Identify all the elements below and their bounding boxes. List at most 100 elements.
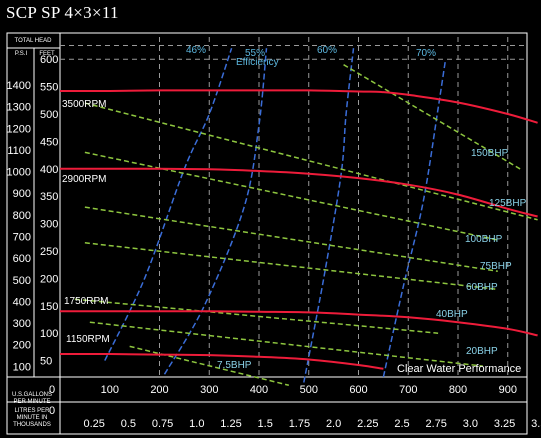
efficiency-curve [163, 48, 268, 375]
lpm-tick-label: 1.75 [289, 418, 310, 430]
axis-labels: TOTAL HEAD P.S.I FEET U.S.GALLONS PER MI… [12, 38, 55, 428]
efficiency-curves [104, 47, 447, 383]
gpm-tick-label: 100 [101, 384, 119, 396]
lpm-tick-label: 1.25 [220, 418, 241, 430]
rpm-label: 1750RPM [64, 296, 108, 307]
psi-unit-label: P.S.I [15, 51, 28, 57]
bhp-label: 100BHP [465, 234, 503, 245]
feet-tick-label: 250 [40, 246, 58, 258]
bhp-line [89, 321, 483, 367]
chart-title: SCP SP 4×3×11 [6, 3, 119, 22]
efficiency-label: 55% [245, 48, 265, 59]
psi-tick-label: 1300 [7, 102, 31, 114]
gpm-tick-label: 300 [200, 384, 218, 396]
bhp-label: 20BHP [466, 346, 498, 357]
psi-tick-label: 1000 [7, 167, 31, 179]
bhp-line [84, 206, 498, 273]
bhp-line [129, 345, 290, 386]
efficiency-curve [382, 59, 447, 378]
feet-tick-label: 150 [40, 301, 58, 313]
psi-tick-label: 900 [13, 188, 31, 200]
psi-tick-label: 300 [13, 318, 31, 330]
lpm-unit-label-2: MINUTE IN [17, 415, 48, 421]
feet-tick-label: 200 [40, 273, 58, 285]
clear-water-note: Clear Water Performance [397, 363, 521, 375]
y-axis-header: TOTAL HEAD [15, 38, 53, 44]
gpm-tick-label: 900 [499, 384, 517, 396]
chart-grid [60, 37, 527, 377]
bhp-line [84, 151, 498, 241]
feet-tick-label: 500 [40, 109, 58, 121]
bhp-line [84, 242, 498, 291]
rpm-label: 2900RPM [62, 174, 106, 185]
lpm-tick-label: 2.0 [326, 418, 341, 430]
efficiency-label: 60% [317, 45, 337, 56]
bhp-label: 150BHP [471, 148, 509, 159]
psi-tick-label: 1400 [7, 80, 31, 92]
feet-tick-label: 50 [40, 356, 52, 368]
bhp-label: 7.5BHP [217, 360, 252, 371]
gpm-tick-label: 500 [300, 384, 318, 396]
efficiency-label: 70% [416, 48, 436, 59]
lpm-tick-label: 0.25 [83, 418, 104, 430]
psi-tick-label: 600 [13, 253, 31, 265]
bhp-label: 125BHP [489, 198, 527, 209]
speed-curves [59, 89, 538, 370]
psi-tick-label: 500 [13, 275, 31, 287]
gpm-unit-label-1: U.S.GALLONS [12, 392, 52, 398]
bhp-label: 60BHP [466, 282, 498, 293]
gpm-tick-label: 700 [399, 384, 417, 396]
bhp-line [343, 64, 524, 172]
feet-tick-label: 450 [40, 136, 58, 148]
speed-curve [60, 310, 538, 337]
lpm-tick-label: 0.75 [152, 418, 173, 430]
curve-labels: 3500RPM 2900RPM 1750RPM 1150RPM 150BHP 125BHP… [62, 45, 527, 375]
chart-frame [6, 32, 528, 435]
psi-tick-label: 200 [13, 340, 31, 352]
gpm-unit-label-2: PER MINUTE [13, 399, 50, 405]
efficiency-curve [303, 48, 355, 383]
lpm-tick-label: 0.5 [121, 418, 136, 430]
gpm-tick-label: 800 [449, 384, 467, 396]
gpm-zero-label: 0 [49, 384, 55, 396]
efficiency-caption: Efficiency [236, 57, 279, 68]
psi-tick-label: 1200 [7, 123, 31, 135]
psi-tick-label: 400 [13, 296, 31, 308]
lpm-zero-label: 0 [49, 405, 55, 417]
speed-curve [59, 352, 384, 370]
lpm-tick-label: 2.25 [357, 418, 378, 430]
rpm-label: 3500RPM [62, 99, 106, 110]
speed-curve [60, 167, 538, 218]
bhp-label: 75BHP [480, 261, 512, 272]
efficiency-curve [104, 47, 233, 361]
feet-unit-label: FEET [39, 51, 55, 57]
lpm-tick-label: 1.0 [189, 418, 204, 430]
psi-tick-label: 700 [13, 232, 31, 244]
psi-tick-label: 800 [13, 210, 31, 222]
rpm-label: 1150RPM [66, 334, 110, 345]
lpm-unit-label-3: THOUSANDS [13, 422, 51, 428]
feet-tick-label: 600 [40, 54, 58, 66]
tick-labels: 600 550 500 450 400 350 300 250 200 150 100 50 1400 1… [7, 54, 541, 430]
psi-tick-label: 1100 [7, 145, 31, 157]
lpm-unit-label-1: LITRES PER [14, 408, 50, 414]
efficiency-label: 46% [186, 45, 206, 56]
lpm-tick-label: 3.0 [463, 418, 478, 430]
lpm-tick-label: 3.25 [494, 418, 515, 430]
lpm-tick-label: 1.5 [258, 418, 273, 430]
lpm-tick-label: 2.5 [394, 418, 409, 430]
feet-tick-label: 400 [40, 164, 58, 176]
feet-tick-label: 550 [40, 82, 58, 94]
bhp-label: 40BHP [436, 309, 468, 320]
gpm-tick-label: 600 [349, 384, 367, 396]
bhp-lines [74, 64, 538, 386]
bhp-line [74, 298, 439, 334]
gpm-tick-label: 400 [250, 384, 268, 396]
gpm-tick-label: 200 [150, 384, 168, 396]
lpm-tick-label: 2.75 [425, 418, 446, 430]
feet-tick-label: 350 [40, 191, 58, 203]
feet-tick-label: 100 [40, 328, 58, 340]
bhp-line [84, 102, 538, 221]
speed-curve [59, 89, 538, 124]
